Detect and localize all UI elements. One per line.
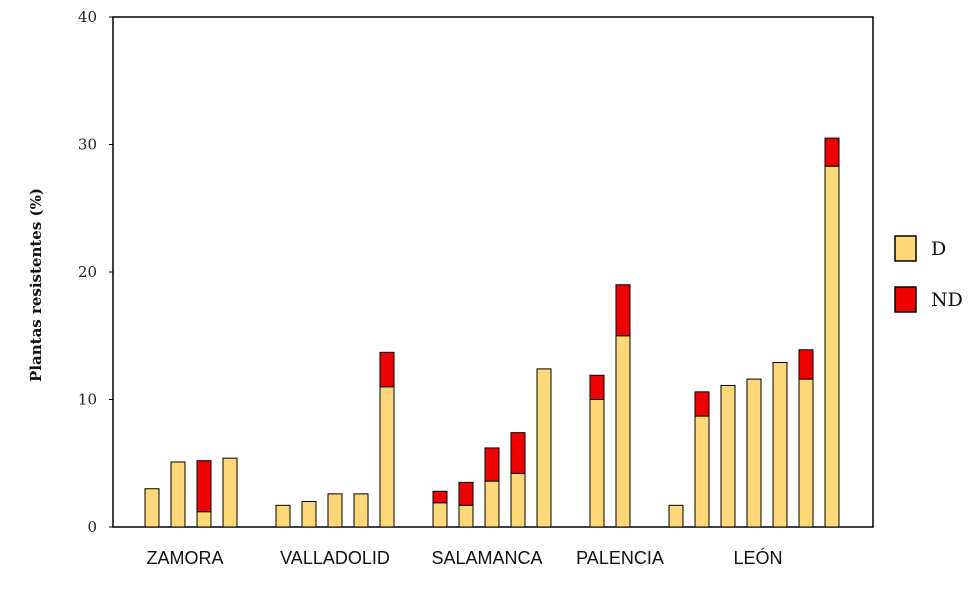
bar-d xyxy=(615,335,631,528)
bar-d xyxy=(824,165,840,528)
bar-nd xyxy=(196,460,212,513)
bar-d xyxy=(510,472,526,528)
y-tick-label: 20 xyxy=(78,263,97,281)
bar-d xyxy=(668,504,684,528)
bar-d xyxy=(772,362,788,528)
legend-label: ND xyxy=(931,289,963,311)
bar-d xyxy=(327,493,343,528)
y-tick-label: 40 xyxy=(78,8,97,26)
bar-d xyxy=(746,378,762,528)
bar-nd xyxy=(824,137,840,167)
bar-nd xyxy=(589,374,605,400)
bar-d xyxy=(720,384,736,528)
bar-d xyxy=(275,504,291,528)
bar-d xyxy=(353,493,369,528)
bar-d xyxy=(170,461,186,528)
group-label: VALLADOLID xyxy=(280,548,390,568)
bar-nd xyxy=(510,432,526,474)
bar-nd xyxy=(458,481,474,506)
bar-d xyxy=(379,386,395,528)
bar-nd xyxy=(484,447,500,482)
legend-label: D xyxy=(931,238,946,260)
bar-nd xyxy=(432,490,448,504)
bar-d xyxy=(798,378,814,528)
y-tick-label: 30 xyxy=(78,136,97,154)
bar-d xyxy=(536,368,552,528)
y-tick-label: 0 xyxy=(87,518,97,536)
group-label: SALAMANCA xyxy=(431,548,542,568)
bar-nd xyxy=(694,391,710,417)
bar-nd xyxy=(615,284,631,337)
bar-d xyxy=(222,457,238,528)
bar-d xyxy=(694,415,710,528)
legend-swatch xyxy=(894,235,917,262)
bar-d xyxy=(301,501,317,528)
y-tick-label: 10 xyxy=(78,391,97,409)
group-label: ZAMORA xyxy=(146,548,223,568)
bar-d xyxy=(484,480,500,528)
bar-d xyxy=(196,511,212,528)
bar-nd xyxy=(379,351,395,388)
legend-swatch xyxy=(894,286,917,313)
group-label: PALENCIA xyxy=(576,548,664,568)
bar-nd xyxy=(798,349,814,380)
bar-d xyxy=(144,488,160,528)
y-axis-label: Plantas resistentes (%) xyxy=(27,188,45,382)
group-label: LEÓN xyxy=(733,547,782,568)
bar-d xyxy=(432,502,448,528)
bar-d xyxy=(458,504,474,528)
bar-d xyxy=(589,399,605,528)
